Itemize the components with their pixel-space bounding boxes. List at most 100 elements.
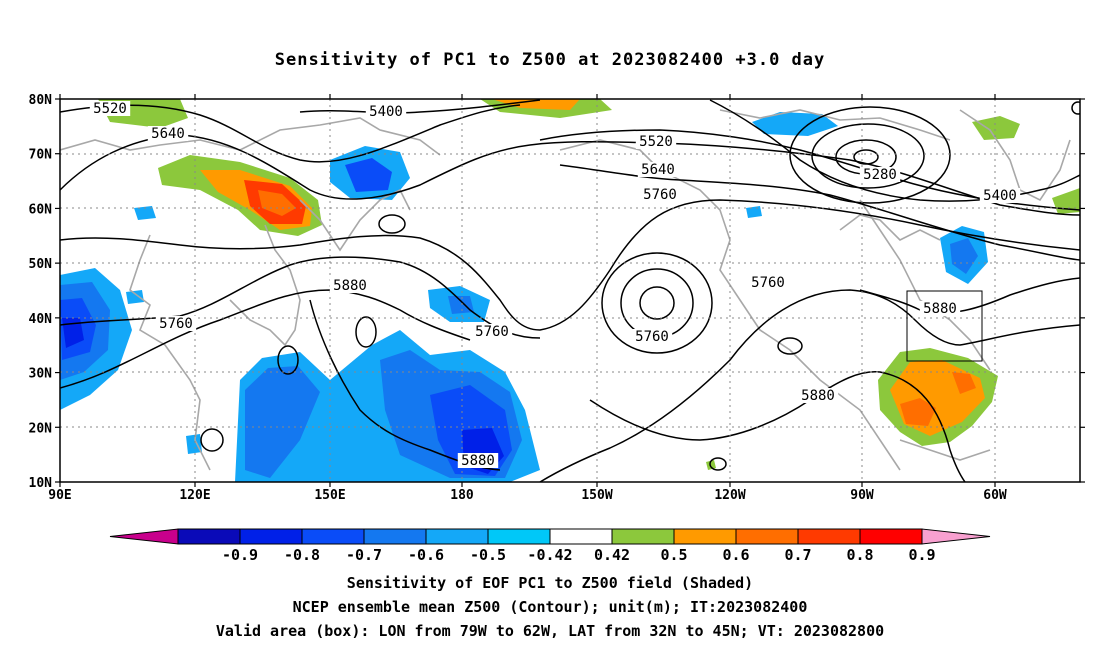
svg-text:5760: 5760	[643, 187, 677, 203]
shade-top-centre-orange	[492, 99, 580, 110]
contour-low-ring-1	[789, 106, 951, 204]
shade-patch-4	[126, 290, 144, 304]
contour-5760-atlantic	[859, 277, 1080, 314]
colorbar-label: -0.8	[284, 546, 320, 564]
colorbar-low-arrow	[109, 528, 179, 545]
lat-tick-label: 80N	[29, 93, 53, 108]
contour-label: 5400	[979, 188, 1021, 204]
lon-tick-label: 120E	[179, 488, 210, 503]
lon-tick-label: 150W	[581, 488, 612, 503]
shade-patch-1	[134, 206, 156, 220]
svg-text:5280: 5280	[863, 167, 897, 183]
coast-asia	[60, 117, 441, 156]
colorbar-swatch	[611, 528, 675, 545]
lat-tick-label: 30N	[29, 367, 53, 382]
svg-text:5400: 5400	[983, 188, 1017, 204]
coastlines	[60, 109, 1071, 471]
map-title: Sensitivity of PC1 to Z500 at 2023082400…	[274, 50, 826, 70]
colorbar-label: 0.9	[908, 546, 935, 564]
colorbar-swatch	[425, 528, 489, 545]
lat-tick-label: 70N	[29, 148, 53, 163]
caption-line-3: Valid area (box): LON from 79W to 62W, L…	[215, 622, 885, 640]
contour-labels: 5520 5400 5640 5520 5640 5760 5280 5400 5880 5760…	[89, 101, 1021, 469]
svg-text:5760: 5760	[635, 329, 669, 345]
contour-small-7	[1071, 101, 1080, 115]
lon-tick-label: 120W	[714, 488, 745, 503]
contour-5640-west	[60, 134, 1080, 216]
contour-label: 5760	[639, 187, 681, 203]
colorbar-swatch	[797, 528, 861, 545]
contour-5880-south	[589, 371, 966, 482]
contour-label: 5520	[635, 134, 677, 150]
contour-5520-west	[60, 104, 521, 163]
colorbar-labels: -0.9 -0.8 -0.7 -0.6 -0.5 -0.42 0.42 0.5 0.6 0.7 0.…	[222, 546, 936, 564]
contour-label: 5280	[859, 167, 901, 183]
contour-5520-east	[539, 129, 1080, 211]
lat-tick-label: 40N	[29, 312, 53, 327]
contour-label: 5760	[471, 324, 513, 340]
colorbar-label: 0.7	[784, 546, 811, 564]
colorbar-swatch	[363, 528, 427, 545]
svg-text:5640: 5640	[641, 162, 675, 178]
shade-patch-2	[186, 434, 202, 454]
colorbar	[109, 528, 991, 545]
shade-arctic-cyan	[752, 112, 838, 136]
svg-text:5880: 5880	[801, 388, 835, 404]
lon-tick-label: 90E	[48, 488, 71, 503]
svg-text:5760: 5760	[475, 324, 509, 340]
svg-text:5880: 5880	[333, 278, 367, 294]
contour-5400-north	[299, 99, 541, 114]
lon-tick-label: 60W	[983, 488, 1007, 503]
svg-text:5520: 5520	[639, 134, 673, 150]
colorbar-label: -0.9	[222, 546, 258, 564]
contour-label: 5880	[797, 388, 839, 404]
caption-line-2: NCEP ensemble mean Z500 (Contour); unit(…	[292, 598, 808, 616]
shade-aleutian-blue	[448, 296, 474, 314]
contour-label: 5640	[147, 126, 189, 142]
colorbar-label: -0.42	[527, 546, 572, 564]
colorbar-swatch	[735, 528, 799, 545]
colorbar-label: 0.5	[660, 546, 687, 564]
colorbar-label: 0.8	[846, 546, 873, 564]
svg-text:5880: 5880	[461, 453, 495, 469]
shade-west-china-core	[62, 318, 84, 348]
valid-area-box	[906, 290, 983, 362]
contour-5880-north	[60, 289, 471, 389]
shade-caribbean-orange-deep2	[952, 372, 976, 394]
contour-small-2	[355, 316, 377, 348]
svg-text:5520: 5520	[93, 101, 127, 117]
svg-text:5400: 5400	[369, 104, 403, 120]
lat-tick-label: 20N	[29, 421, 53, 436]
shade-labrador-blue	[950, 238, 978, 274]
svg-text:5640: 5640	[151, 126, 185, 142]
axis-ticks	[55, 94, 1085, 487]
coast-north-america	[859, 199, 991, 371]
coast-arctic	[719, 109, 951, 141]
shade-central-pacific-blue	[245, 366, 320, 478]
colorbar-swatch	[549, 528, 613, 545]
lat-tick-label: 10N	[29, 476, 53, 491]
coast-alaska	[559, 139, 901, 471]
contour-low-ring-2	[811, 123, 925, 189]
svg-text:5760: 5760	[159, 316, 193, 332]
contour-label: 5520	[89, 101, 131, 117]
colorbar-swatch	[673, 528, 737, 545]
contour-label: 5880	[329, 278, 371, 294]
contour-cutoff-ring-1	[601, 252, 713, 354]
gridlines	[60, 99, 1080, 482]
colorbar-swatch	[487, 528, 551, 545]
colorbar-label: -0.6	[408, 546, 444, 564]
contour-low-ring-4	[853, 149, 879, 165]
coast-kamchatka	[299, 188, 411, 252]
contour-label: 5400	[365, 104, 407, 120]
shade-japan-orange-core	[258, 190, 296, 216]
colorbar-swatch	[859, 528, 923, 545]
longitude-labels: 90E 120E 150E 180 150W 120W 90W 60W	[48, 488, 1007, 503]
colorbar-label: 0.42	[594, 546, 630, 564]
contour-label: 5760	[631, 329, 673, 345]
contour-5880-east	[539, 289, 1080, 482]
shade-patch-green-small	[706, 460, 716, 470]
lon-tick-label: 90W	[850, 488, 874, 503]
contour-5400-east	[709, 99, 1080, 202]
